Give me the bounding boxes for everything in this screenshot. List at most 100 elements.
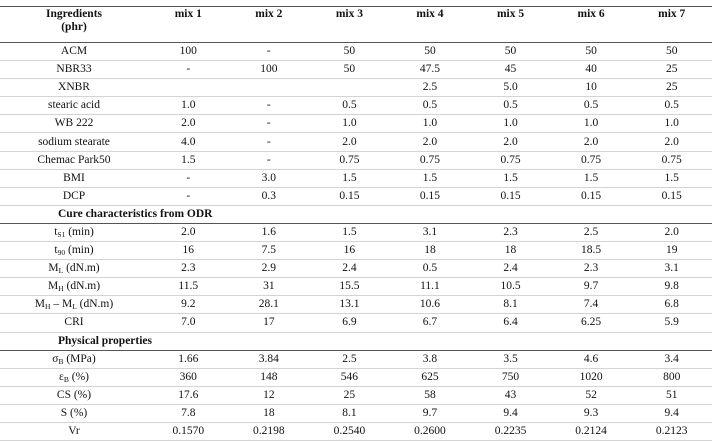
data-row: CS (%) 17.6 12 25 58 43 52 51: [0, 386, 712, 405]
cell: 7.8: [148, 404, 229, 423]
cell: 3.1: [631, 259, 712, 279]
cell: 2.5: [550, 223, 632, 243]
label-text: t: [54, 244, 58, 257]
label-text: CS (%): [56, 388, 92, 401]
cell: 28.1: [228, 295, 310, 315]
cell: 9.3: [550, 404, 632, 423]
cell: 2.5: [309, 350, 390, 369]
cell: 0.15: [631, 187, 712, 206]
cell: 2.3: [550, 259, 632, 279]
cell: 3.84: [228, 350, 310, 369]
label-text: ε: [59, 370, 64, 383]
cell: 2.4: [470, 259, 551, 279]
data-row: CRI 7.0 17 6.9 6.7 6.4 6.25 5.9: [0, 313, 712, 333]
cell: 43: [470, 386, 551, 405]
cell: 6.4: [470, 313, 551, 333]
cell: 17: [228, 313, 310, 333]
cell: -: [228, 42, 310, 62]
data-row: ACM 100-50 50 50 50 50: [0, 42, 712, 62]
cell: 2.0: [389, 132, 471, 152]
cell: 2.0: [470, 132, 551, 152]
cell: 1.5: [631, 169, 712, 188]
subscript: B: [58, 356, 64, 366]
cell: 0.75: [470, 151, 551, 170]
data-row: sodium stearate 4.0-2.0 2.0 2.0 2.0 2.0: [0, 132, 712, 152]
cell: 2.0: [631, 223, 712, 243]
cell: 9.4: [470, 404, 551, 423]
label-text: stearic acid: [47, 99, 101, 112]
cell: 2.9: [228, 259, 310, 279]
data-row: XNBR 2.5 5.0 10 25: [0, 78, 712, 98]
cell: 10.5: [470, 277, 551, 297]
cell: 18.5: [550, 241, 632, 261]
cell: 2.5: [389, 78, 471, 98]
row-label: MH – ML (dN.m): [0, 295, 148, 315]
cell: 9.2: [148, 295, 229, 315]
cell: 1.0: [309, 114, 390, 134]
column-header: mix 3: [309, 6, 390, 43]
column-header: mix 1: [148, 6, 229, 43]
cell: 0.1570: [148, 422, 229, 441]
cell: 1.0: [631, 114, 712, 134]
row-label: Vr: [0, 422, 148, 441]
cell: 25: [631, 78, 712, 98]
column-header: mix 7: [631, 6, 712, 43]
row-label: MH (dN.m): [0, 277, 148, 297]
data-row: S (%) 7.8 18 8.1 9.7 9.4 9.3 9.4: [0, 404, 712, 423]
label-text: σ: [52, 352, 59, 365]
cell: 9.7: [550, 277, 632, 297]
row-label: tS1 (min): [0, 223, 148, 243]
cell: 2.3: [148, 259, 229, 279]
cell: -: [148, 187, 229, 206]
cell: 18: [389, 241, 471, 261]
cell: 2.0: [148, 114, 229, 134]
cell: 5.9: [631, 313, 712, 333]
cell: 7.4: [550, 295, 632, 315]
label-text: sodium stearate: [38, 135, 110, 148]
cell: 1020: [550, 368, 632, 387]
cell: 0.15: [550, 187, 632, 206]
label-text: M: [34, 298, 46, 311]
cell: 625: [389, 368, 471, 387]
label-text: CRI: [64, 316, 84, 329]
cell: 19: [631, 241, 712, 261]
cell: 100: [148, 42, 229, 62]
row-label: CRI: [0, 313, 148, 333]
cell: 8.1: [470, 295, 551, 315]
row-label: WB 222: [0, 114, 148, 134]
section-row: Physical properties: [0, 331, 712, 351]
header-text: (phr): [61, 21, 87, 33]
cell: 5.0: [470, 78, 551, 98]
cell: 10.6: [389, 295, 471, 315]
data-row: BMI -3.0 1.5 1.5 1.5 1.5 1.5: [0, 169, 712, 188]
cell: 0.2540: [309, 422, 390, 441]
cell: -: [228, 96, 310, 116]
subscript: 90: [57, 248, 66, 258]
cell: 0.75: [309, 151, 390, 170]
label-text: M: [48, 262, 59, 275]
cell: 12: [228, 386, 310, 405]
row-label: CS (%): [0, 386, 148, 405]
cell: 18: [228, 404, 310, 423]
column-header: mix 5: [470, 6, 551, 43]
subscript: H: [45, 302, 51, 312]
cell: 2.0: [148, 223, 229, 243]
row-label: XNBR: [0, 78, 148, 98]
cell: 2.3: [470, 223, 551, 243]
data-table: Ingredients (phr) mix 1 mix 2 mix 3 mix 4 mix …: [0, 6, 712, 441]
cell: 1.5: [550, 169, 632, 188]
column-header: mix 4: [389, 6, 471, 43]
cell: 1.5: [148, 151, 229, 170]
cell: -: [228, 132, 310, 152]
cell: 9.7: [389, 404, 471, 423]
label-text: t: [54, 225, 58, 238]
subscript: L: [58, 266, 64, 276]
cell: 1.66: [148, 350, 229, 369]
cell: 2.0: [309, 132, 390, 152]
subscript: B: [63, 374, 69, 384]
label-text: M: [47, 280, 59, 293]
label-text: – M: [50, 298, 73, 311]
cell: 3.5: [470, 350, 551, 369]
row-label: S (%): [0, 404, 148, 423]
cell: 3.8: [389, 350, 471, 369]
